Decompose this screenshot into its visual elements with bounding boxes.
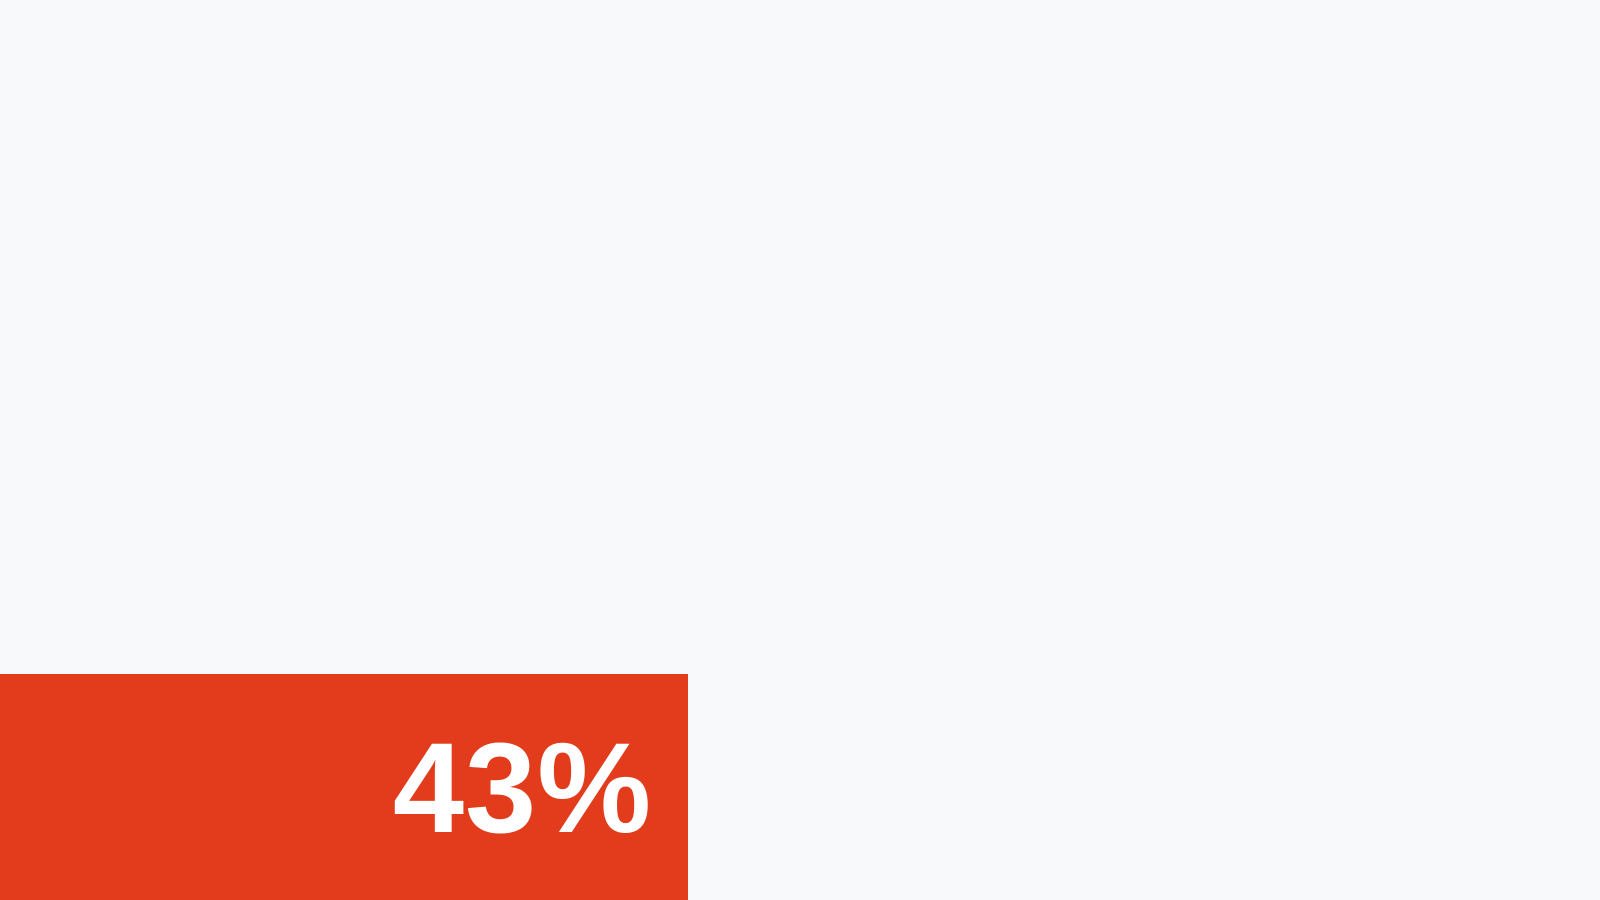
progress-percentage-label: 43% (392, 717, 652, 860)
progress-bar-fill: 43% (0, 674, 688, 900)
progress-bar-track: 43% (0, 674, 1600, 900)
